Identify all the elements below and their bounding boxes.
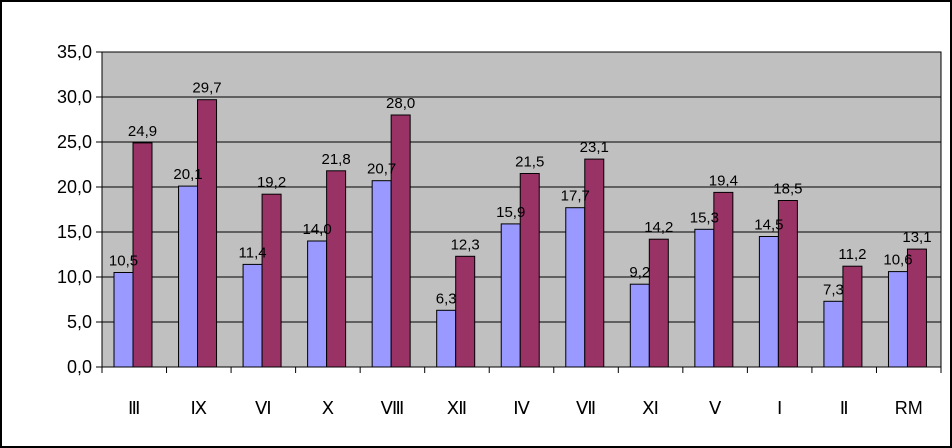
data-label: 12,3 <box>451 236 480 253</box>
bar <box>500 223 521 368</box>
bar <box>436 309 457 368</box>
bars <box>113 99 927 368</box>
bar <box>823 300 844 368</box>
y-tick-label: 35,0 <box>57 42 92 62</box>
bar <box>178 185 199 368</box>
x-tick-label: Ⅸ <box>191 398 208 418</box>
bar <box>648 238 669 368</box>
data-label: 13,1 <box>902 229 931 246</box>
bar <box>390 114 411 368</box>
y-tick-label: 0,0 <box>67 357 92 377</box>
bar <box>565 207 586 368</box>
bar <box>455 255 476 368</box>
data-label: 15,9 <box>496 204 525 221</box>
bar <box>629 283 650 368</box>
y-tick-label: 5,0 <box>67 312 92 332</box>
bar <box>694 228 715 368</box>
data-label: 7,3 <box>823 281 844 298</box>
data-label: 23,1 <box>580 139 609 156</box>
x-tick-label: Ⅵ <box>255 398 272 418</box>
data-label: 14,5 <box>754 217 783 234</box>
x-tick-label: Ⅻ <box>447 398 467 418</box>
bar <box>197 99 218 368</box>
bar <box>842 265 863 368</box>
data-label: 9,2 <box>629 264 650 281</box>
data-label: 10,5 <box>109 253 138 270</box>
bar <box>371 180 392 368</box>
plot-frame <box>101 51 942 368</box>
x-tick-label: Ⅳ <box>513 398 530 418</box>
x-tick-label: Ⅹ <box>322 398 334 418</box>
data-label: 28,0 <box>386 95 415 112</box>
data-label: 14,2 <box>644 219 673 236</box>
y-tick-label: 30,0 <box>57 87 92 107</box>
x-tick-label: Ⅶ <box>576 398 596 418</box>
data-label: 20,1 <box>173 166 202 183</box>
y-tick-label: 20,0 <box>57 177 92 197</box>
y-tick-label: 15,0 <box>57 222 92 242</box>
x-tick-label: Ⅴ <box>709 398 722 418</box>
y-tick-label: 25,0 <box>57 132 92 152</box>
bar <box>307 240 328 368</box>
data-label: 11,2 <box>838 246 866 263</box>
bar <box>519 173 540 368</box>
data-label: 21,8 <box>322 151 351 168</box>
data-label: 20,7 <box>367 161 396 178</box>
bar <box>758 236 779 368</box>
data-label: 29,7 <box>192 80 221 97</box>
data-label: 18,5 <box>773 181 802 198</box>
data-label: 19,4 <box>709 172 738 189</box>
data-label: 10,6 <box>883 252 912 269</box>
y-tick-label: 10,0 <box>57 267 92 287</box>
bar <box>261 193 282 368</box>
x-tick-label: Ⅲ <box>128 398 140 418</box>
bar <box>326 170 347 368</box>
data-label: 17,7 <box>561 188 590 205</box>
data-label: 19,2 <box>257 174 286 191</box>
bar <box>113 272 134 368</box>
data-label: 11,4 <box>239 244 267 261</box>
x-tick-label: Ⅷ <box>381 398 405 418</box>
data-label: 6,3 <box>436 290 457 307</box>
axes <box>96 51 942 373</box>
labels: 0,0 5,0 10,0 15,0 20,0 25,0 30,0 35,0 Ⅲ 10,5 24,9 Ⅸ… <box>57 42 932 418</box>
x-tick-label: Ⅱ <box>840 398 849 418</box>
data-label: 24,9 <box>128 123 157 140</box>
x-tick-label: RM <box>895 398 923 418</box>
bar <box>887 271 908 368</box>
x-tick-label: Ⅰ <box>777 398 782 418</box>
data-label: 21,5 <box>515 154 544 171</box>
x-tick-label: Ⅺ <box>642 398 659 418</box>
bar <box>242 263 263 368</box>
data-label: 15,3 <box>690 209 719 226</box>
data-label: 14,0 <box>303 221 332 238</box>
